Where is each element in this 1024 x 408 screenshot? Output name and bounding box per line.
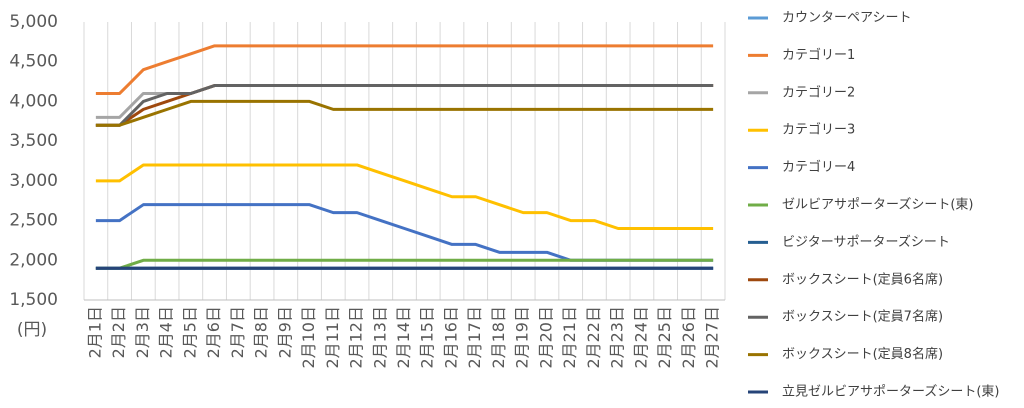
legend-label: ゼルビアサポーターズシート(東) — [782, 197, 974, 213]
x-tick-label: 2月23日 — [608, 306, 627, 369]
x-tick-label: 2月8日 — [252, 306, 271, 358]
x-tick-label: 2月26日 — [679, 306, 698, 369]
x-tick-label: 2月18日 — [489, 306, 508, 369]
y-tick-label: 4,500 — [9, 52, 58, 72]
series-line — [95, 99, 714, 127]
series-line — [95, 44, 714, 95]
y-tick-label: 1,500 — [9, 290, 58, 310]
x-tick-label: 2月25日 — [655, 306, 674, 369]
x-tick-label: 2月4日 — [157, 306, 176, 358]
legend-label: ビジターサポーターズシート — [782, 234, 950, 250]
x-tick-label: 2月21日 — [560, 306, 579, 369]
x-tick-label: 2月15日 — [418, 306, 437, 369]
x-tick-label: 2月17日 — [465, 306, 484, 369]
x-tick-label: 2月22日 — [584, 306, 603, 369]
x-tick-label: 2月10日 — [299, 306, 318, 369]
series-line — [95, 258, 714, 270]
legend-label: ボックスシート(定員6名席) — [782, 271, 943, 287]
y-tick-label: 4,000 — [9, 91, 58, 111]
y-tick-label: 2,500 — [9, 211, 58, 231]
legend-label: カウンターペアシート — [782, 11, 911, 26]
x-tick-label: 2月24日 — [631, 306, 650, 369]
x-tick-label: 2月7日 — [228, 306, 247, 358]
y-tick-label: 3,000 — [9, 171, 58, 191]
series-line — [95, 203, 714, 262]
legend-label: 立見ゼルビアサポーターズシート(東) — [782, 384, 1000, 400]
legend-label: カテゴリー1 — [782, 47, 855, 63]
legend-label: カテゴリー2 — [782, 84, 855, 100]
x-tick-label: 2月1日 — [85, 306, 104, 358]
y-tick-label: 5,000 — [9, 12, 58, 32]
x-tick-label: 2月5日 — [180, 306, 199, 358]
x-tick-label: 2月19日 — [513, 306, 532, 369]
x-tick-label: 2月20日 — [536, 306, 555, 369]
y-tick-label: 2,000 — [9, 250, 58, 270]
y-tick-label: 3,500 — [9, 131, 58, 151]
x-tick-label: 2月12日 — [347, 306, 366, 369]
series-line — [95, 84, 714, 127]
x-tick-label: 2月9日 — [275, 306, 294, 358]
x-tick-label: 2月2日 — [109, 306, 128, 358]
x-tick-label: 2月3日 — [133, 306, 152, 358]
x-tick-label: 2月11日 — [323, 306, 342, 369]
x-tick-label: 2月13日 — [370, 306, 389, 369]
y-axis-label: (円) — [17, 320, 47, 340]
x-tick-label: 2月6日 — [204, 306, 223, 358]
legend-label: カテゴリー4 — [782, 159, 855, 175]
series-line — [95, 84, 714, 127]
x-tick-label: 2月27日 — [703, 306, 722, 369]
legend-label: ボックスシート(定員8名席) — [782, 346, 943, 362]
x-tick-label: 2月16日 — [441, 306, 460, 369]
legend-label: ボックスシート(定員7名席) — [782, 309, 943, 325]
series-line — [95, 163, 714, 231]
legend-label: カテゴリー3 — [782, 122, 855, 138]
x-tick-label: 2月14日 — [394, 306, 413, 369]
